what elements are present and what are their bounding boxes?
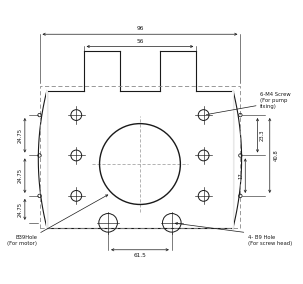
Text: 56: 56 [136,39,144,43]
Text: 24.75: 24.75 [18,128,23,143]
Bar [40,86,240,228]
Text: 23.3: 23.3 [260,130,265,141]
Text: 24.75: 24.75 [18,168,23,183]
Text: Β39Hole
(For motor): Β39Hole (For motor) [7,235,37,246]
Text: 4- Β9 Hole
(For screw head): 4- Β9 Hole (For screw head) [248,235,292,246]
Text: 17: 17 [238,172,243,179]
Text: 96: 96 [136,26,144,31]
Text: 61.5: 61.5 [134,253,146,258]
Text: 24.75: 24.75 [18,202,23,217]
Text: 6-M4 Screw
(For pump
fixing): 6-M4 Screw (For pump fixing) [260,92,291,109]
Text: 40.8: 40.8 [273,150,278,161]
